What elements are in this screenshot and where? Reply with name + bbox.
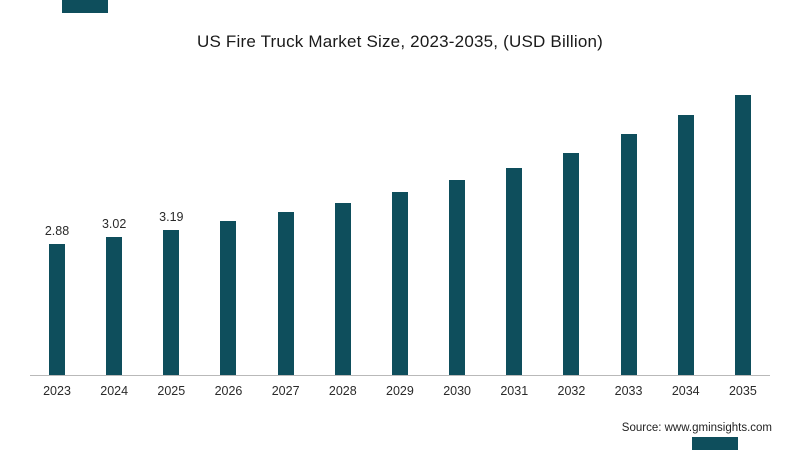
bar: [49, 244, 65, 375]
x-axis-tick-label: 2031: [500, 384, 529, 398]
bar: [563, 153, 580, 375]
bar: [734, 95, 751, 375]
bar-chart: 2.88 2023 3.02 2024 3.19 2025 2026 2027 2028 2029…: [30, 65, 770, 398]
bar-value-label: 2.88: [44, 224, 70, 238]
bar: [277, 212, 294, 375]
x-axis-tick-label: 2023: [43, 384, 71, 398]
bar-group: 3.19 2025: [150, 210, 192, 398]
x-axis-tick-label: 2030: [443, 384, 471, 398]
bar-group: 2029: [379, 172, 421, 398]
bar: [220, 221, 237, 375]
x-axis-tick-label: 2024: [100, 384, 129, 398]
x-axis-tick-label: 2028: [328, 384, 357, 398]
x-axis-tick-label: 2033: [614, 384, 643, 398]
bar-group: 2.88 2023: [36, 224, 78, 398]
bar: [163, 230, 180, 375]
x-axis-tick-label: 2034: [671, 384, 700, 398]
bar-value-label: 3.02: [101, 217, 127, 231]
bar-group: 2030: [436, 160, 478, 398]
bar: [506, 168, 523, 375]
bar: [677, 115, 694, 375]
bar-group: 2031: [493, 148, 535, 398]
bar-group: 2027: [265, 192, 307, 398]
x-axis-tick-label: 2029: [386, 384, 414, 398]
chart-title: US Fire Truck Market Size, 2023-2035, (U…: [196, 32, 604, 51]
bar: [106, 237, 123, 375]
bar-group: 2034: [665, 95, 707, 398]
bar-group: 3.02 2024: [93, 217, 135, 398]
x-axis-tick-label: 2025: [157, 384, 186, 398]
x-axis-tick-label: 2026: [214, 384, 243, 398]
bar-value-label: 3.19: [159, 210, 184, 224]
x-axis-tick-label: 2032: [557, 384, 586, 398]
corner-accent-bottom-right: [692, 437, 738, 450]
bar: [620, 134, 637, 375]
bar-group: 2026: [207, 201, 249, 398]
corner-accent-top-left: [62, 0, 108, 13]
source-attribution: Source: www.gminsights.com: [621, 422, 772, 434]
x-axis-tick-label: 2035: [728, 384, 757, 398]
bar-group: 2033: [608, 114, 650, 398]
bar-group: 2028: [322, 183, 364, 398]
bar-group: 2032: [550, 133, 592, 398]
bar-group: 2035: [722, 75, 764, 398]
bar: [449, 180, 466, 375]
bar: [391, 192, 408, 375]
bar: [334, 203, 351, 375]
x-axis-tick-label: 2027: [271, 384, 300, 398]
